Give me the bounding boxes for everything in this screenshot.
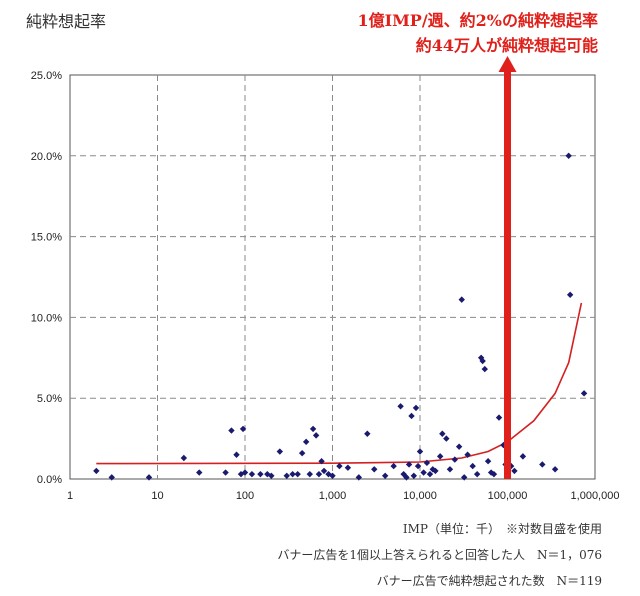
data-point bbox=[566, 291, 574, 298]
data-point bbox=[233, 451, 240, 458]
x-axis-label: IMP（単位：千） ※対数目盛を使用 bbox=[402, 522, 602, 536]
data-point bbox=[412, 404, 420, 412]
data-point bbox=[446, 466, 454, 473]
data-point bbox=[451, 456, 459, 463]
data-point bbox=[294, 470, 301, 478]
data-point bbox=[511, 467, 518, 475]
x-tick-label: 10 bbox=[151, 490, 163, 502]
data-point bbox=[439, 430, 446, 437]
data-point bbox=[405, 461, 413, 468]
data-point bbox=[329, 472, 336, 479]
data-point bbox=[420, 469, 427, 476]
y-tick-label: 10.0% bbox=[31, 312, 62, 324]
data-point bbox=[371, 466, 378, 473]
annotation-callout: 1億IMP/週、約2%の純粋想起率 約44万人が純粋想起可能 bbox=[357, 8, 598, 58]
data-point bbox=[469, 462, 476, 470]
annotation-line-1: 1億IMP/週、約2%の純粋想起率 bbox=[357, 11, 598, 30]
y-tick-label: 5.0% bbox=[37, 393, 62, 405]
data-point bbox=[180, 454, 188, 462]
data-point bbox=[519, 453, 527, 460]
data-point bbox=[565, 152, 572, 159]
data-point bbox=[490, 470, 498, 478]
annotation-line-2: 約44万人が純粋想起可能 bbox=[415, 36, 598, 55]
data-point bbox=[403, 474, 410, 481]
data-point bbox=[145, 474, 153, 481]
data-point bbox=[298, 449, 306, 457]
x-tick-label: 1,000 bbox=[319, 490, 347, 502]
data-point bbox=[464, 451, 471, 458]
data-point bbox=[93, 467, 100, 475]
data-point bbox=[344, 464, 352, 471]
data-point bbox=[481, 365, 488, 373]
data-point bbox=[397, 403, 404, 410]
data-point bbox=[302, 438, 310, 446]
data-point bbox=[355, 474, 363, 481]
data-point bbox=[539, 461, 546, 468]
data-point bbox=[283, 472, 290, 479]
data-point bbox=[276, 448, 284, 455]
data-point bbox=[228, 427, 235, 434]
data-point bbox=[289, 470, 296, 478]
x-tick-label: 100 bbox=[236, 490, 254, 502]
data-point bbox=[222, 469, 229, 476]
data-point bbox=[410, 472, 418, 479]
data-point bbox=[306, 470, 313, 478]
data-point bbox=[423, 459, 431, 467]
data-point bbox=[381, 472, 389, 479]
data-point bbox=[320, 467, 328, 475]
data-point bbox=[473, 470, 481, 478]
data-point bbox=[241, 469, 249, 476]
data-point bbox=[318, 458, 325, 465]
data-point bbox=[248, 470, 256, 478]
x-tick-label: 100,000 bbox=[488, 490, 528, 502]
arrow-head bbox=[498, 56, 517, 72]
data-point bbox=[268, 472, 275, 479]
data-point bbox=[551, 466, 559, 473]
data-point bbox=[257, 470, 264, 478]
y-axis-title: 純粋想起率 bbox=[26, 12, 107, 31]
data-point bbox=[408, 412, 415, 420]
data-point bbox=[455, 443, 463, 450]
data-point bbox=[461, 474, 468, 481]
data-point bbox=[237, 470, 245, 478]
data-point bbox=[443, 435, 450, 442]
x-tick-label: 1,000,000 bbox=[571, 490, 620, 502]
x-tick-label: 10,000 bbox=[403, 490, 437, 502]
data-point bbox=[390, 462, 397, 470]
data-point bbox=[336, 462, 343, 470]
arrow-shaft bbox=[504, 70, 511, 479]
trend-curve bbox=[96, 302, 583, 465]
data-point bbox=[239, 425, 247, 433]
data-point bbox=[108, 474, 115, 481]
note-respondents: バナー広告を1個以上答えられると回答した人 N＝1，076 bbox=[277, 548, 602, 562]
x-tick-label: 1 bbox=[67, 490, 73, 502]
data-point bbox=[432, 467, 439, 475]
data-point bbox=[458, 296, 465, 303]
y-tick-label: 0.0% bbox=[37, 474, 62, 486]
data-point bbox=[484, 458, 492, 465]
data-point bbox=[495, 414, 503, 421]
data-point bbox=[426, 470, 434, 478]
data-point bbox=[580, 390, 588, 397]
y-tick-label: 25.0% bbox=[31, 70, 62, 82]
data-point bbox=[364, 430, 371, 437]
data-point bbox=[436, 453, 444, 460]
data-point bbox=[414, 462, 422, 470]
data-point bbox=[196, 469, 203, 476]
y-tick-label: 20.0% bbox=[31, 151, 62, 163]
data-point bbox=[416, 448, 424, 455]
data-point bbox=[312, 432, 320, 439]
note-recall-count: バナー広告で純粋想起された数 N＝119 bbox=[376, 574, 602, 588]
data-point bbox=[309, 425, 317, 433]
data-point bbox=[315, 470, 323, 478]
y-tick-label: 15.0% bbox=[31, 232, 62, 244]
data-point bbox=[479, 357, 486, 365]
